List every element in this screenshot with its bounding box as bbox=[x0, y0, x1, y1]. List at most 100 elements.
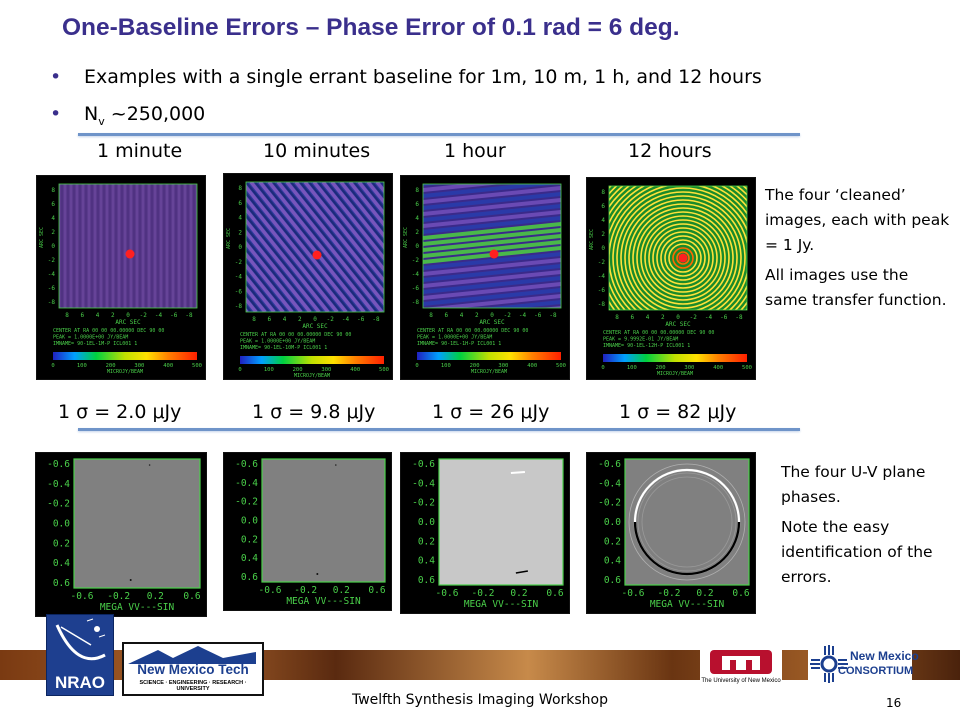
cleaned-image-plot: 8 6 4 2 0 -2 -4 -6 -8 ARC SEC 8 6 4 2 0 -2 -4 -6 -8 ARC SEC… bbox=[403, 183, 566, 375]
colorbar-tick-label: 0 bbox=[238, 367, 241, 373]
y-axis-label: ARC SEC bbox=[226, 228, 232, 249]
ring bbox=[628, 203, 738, 310]
note-line: The four U-V plane phases. bbox=[781, 463, 926, 506]
fringe bbox=[321, 182, 384, 262]
fringe bbox=[246, 214, 324, 312]
uv-field bbox=[439, 459, 563, 585]
x-tick-label: 6 bbox=[630, 314, 634, 321]
plot-frame bbox=[438, 458, 564, 586]
x-tick-label: -6 bbox=[170, 312, 178, 319]
colorbar-tick-label: 400 bbox=[713, 365, 723, 371]
y-tick-label: 4 bbox=[415, 215, 419, 222]
x-tick-label: -6 bbox=[720, 314, 728, 321]
slide-title: One-Baseline Errors – Phase Error of 0.1… bbox=[62, 14, 680, 41]
fringe bbox=[246, 281, 270, 312]
y-tick-label: 0.6 bbox=[241, 572, 258, 583]
y-tick-label: -0.4 bbox=[47, 479, 70, 490]
y-tick-label: -8 bbox=[412, 299, 420, 306]
colorbar bbox=[603, 354, 747, 362]
fringe bbox=[246, 191, 342, 312]
page-number: 16 bbox=[886, 696, 902, 710]
x-axis-label: ARC SEC bbox=[665, 321, 691, 328]
cleaned-image-2: 8 6 4 2 0 -2 -4 -6 -8 ARC SEC 8 6 4 2 0 -2 -4 -6 -8 ARC SEC… bbox=[223, 173, 393, 380]
x-tick-label: -0.2 bbox=[294, 585, 317, 596]
fringe bbox=[258, 182, 366, 312]
note-uv-phases: The four U-V plane phases. Note the easy… bbox=[781, 460, 951, 590]
error-arc bbox=[633, 521, 741, 576]
x-tick-label: 0.2 bbox=[510, 588, 527, 599]
image-caption-line: IMNAME= 90-1EL-10M-P ICL001 1 bbox=[240, 345, 327, 351]
x-axis-label: MEGA VV---SIN bbox=[286, 596, 361, 607]
image-caption-line: PEAK = 1.0000E+00 JY/BEAM bbox=[417, 335, 492, 341]
fringe bbox=[423, 240, 561, 258]
x-tick-label: 8 bbox=[615, 314, 619, 321]
cleaned-image-4: 8 6 4 2 0 -2 -4 -6 -8 ARC SEC 8 6 4 2 0 -2 -4 -6 -8 ARC SEC… bbox=[586, 177, 756, 380]
colorbar-label: MICROJY/BEAM bbox=[107, 369, 143, 375]
x-tick-label: -6 bbox=[357, 316, 365, 323]
y-tick-label: 4 bbox=[51, 215, 55, 222]
image-field bbox=[59, 184, 197, 308]
fringe bbox=[246, 240, 303, 312]
fringe bbox=[246, 259, 288, 312]
uv-phase-image-1: -0.6 -0.4 -0.2 0.0 0.2 0.4 0.6 -0.6 -0.2 0.2 0.6 ME… bbox=[35, 452, 207, 617]
fringe bbox=[423, 270, 561, 288]
y-tick-label: 0 bbox=[238, 244, 242, 251]
uv-phase-plot: -0.6-0.4-0.20.00.20.40.6-0.6 -0.2 0.2 0.6ME… bbox=[235, 458, 386, 607]
y-tick-label: 4 bbox=[601, 217, 605, 224]
fringe bbox=[303, 182, 384, 284]
fringe bbox=[362, 182, 384, 210]
y-tick-label: 0.2 bbox=[604, 536, 621, 547]
y-tick-label: 0 bbox=[601, 245, 605, 252]
y-tick-label: 0.0 bbox=[53, 519, 70, 530]
x-tick-label: -8 bbox=[372, 316, 380, 323]
plot-frame bbox=[245, 181, 385, 313]
y-tick-label: 0.4 bbox=[604, 556, 621, 567]
peak-marker bbox=[489, 249, 499, 259]
colorbar-label: MICROJY/BEAM bbox=[471, 369, 507, 375]
bullet-dot: • bbox=[50, 103, 62, 125]
uv-ring bbox=[628, 463, 746, 581]
plot-frame bbox=[261, 458, 386, 583]
x-tick-label: 0.6 bbox=[732, 588, 749, 599]
error-point bbox=[129, 579, 132, 581]
ring bbox=[676, 251, 690, 265]
y-tick-label: -0.6 bbox=[47, 459, 70, 470]
mountain-icon bbox=[128, 646, 256, 664]
y-tick-label: -6 bbox=[412, 285, 420, 292]
bullet-2: • Nv ~250,000 bbox=[50, 103, 205, 128]
nrao-dish-icon bbox=[55, 618, 106, 661]
x-axis-label: ARC SEC bbox=[479, 319, 505, 326]
fringe bbox=[423, 264, 561, 282]
x-tick-label: 6 bbox=[267, 316, 271, 323]
colorbar-tick-label: 100 bbox=[441, 363, 451, 369]
colorbar-tick-label: 500 bbox=[379, 367, 389, 373]
y-tick-label: -0.6 bbox=[235, 459, 258, 470]
x-tick-label: -4 bbox=[705, 314, 713, 321]
fringe bbox=[308, 182, 384, 278]
fringe bbox=[423, 186, 561, 204]
y-tick-label: 0.0 bbox=[418, 517, 435, 528]
consortium-logo: New Mexico CONSORTIUM bbox=[808, 643, 919, 685]
x-tick-label: -2 bbox=[327, 316, 335, 323]
colorbar-tick-label: 500 bbox=[742, 365, 752, 371]
fringe bbox=[246, 225, 315, 312]
y-tick-label: -0.2 bbox=[235, 497, 258, 508]
colorbar-tick-label: 400 bbox=[350, 367, 360, 373]
x-tick-label: 0 bbox=[676, 314, 680, 321]
x-tick-label: 2 bbox=[298, 316, 302, 323]
uv-phase-plot: -0.6-0.4-0.20.00.20.40.6-0.6 -0.2 0.2 0.6ME… bbox=[47, 458, 201, 613]
bullet-1-text: Examples with a single errant baseline f… bbox=[84, 66, 762, 88]
y-tick-label: 6 bbox=[601, 203, 605, 210]
fringe bbox=[246, 285, 267, 312]
note-line: The four ‘cleaned’ images, each with pea… bbox=[765, 186, 950, 254]
uv-phase-image-2: -0.6 -0.4 -0.2 0.0 0.2 0.4 0.6 -0.6 -0.2 0.2 0.6 ME… bbox=[223, 452, 392, 611]
colorbar bbox=[240, 356, 384, 364]
note-line: Note the easy identification of the erro… bbox=[781, 518, 933, 586]
ring bbox=[636, 211, 730, 305]
colorbar-label: MICROJY/BEAM bbox=[657, 371, 693, 377]
x-tick-label: 0.2 bbox=[333, 585, 350, 596]
fringe bbox=[246, 229, 312, 312]
column-label-1-hour: 1 hour bbox=[444, 140, 506, 162]
colorbar-tick-label: 400 bbox=[527, 363, 537, 369]
fringe bbox=[423, 276, 561, 294]
